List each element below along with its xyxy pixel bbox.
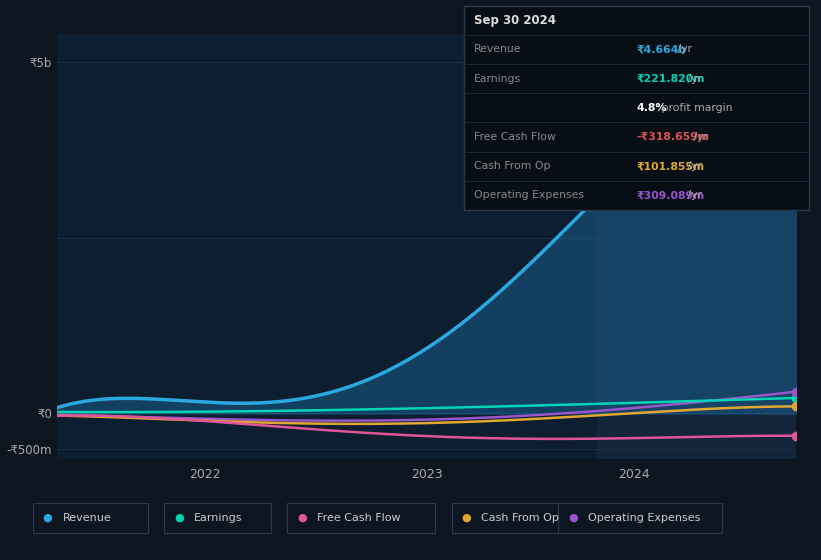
Text: Operating Expenses: Operating Expenses [474,190,584,200]
Text: ₹101.855m: ₹101.855m [636,161,704,171]
Text: /yr: /yr [684,73,702,83]
Text: Sep 30 2024: Sep 30 2024 [474,13,556,27]
Text: ₹4.664b: ₹4.664b [636,44,686,54]
Text: ●: ● [461,513,471,523]
Text: Cash From Op: Cash From Op [474,161,550,171]
Text: Revenue: Revenue [474,44,521,54]
Text: ₹221.820m: ₹221.820m [636,73,704,83]
Text: /yr: /yr [673,44,691,54]
Text: ₹309.089m: ₹309.089m [636,190,704,200]
Text: Operating Expenses: Operating Expenses [588,513,700,523]
Bar [597,34,796,459]
Text: Free Cash Flow: Free Cash Flow [317,513,401,523]
Text: Cash From Op: Cash From Op [481,513,559,523]
Text: /yr: /yr [684,190,702,200]
Text: Revenue: Revenue [62,513,111,523]
Text: ●: ● [174,513,184,523]
Text: 4.8%: 4.8% [636,103,667,113]
Text: /yr: /yr [690,132,708,142]
Text: /yr: /yr [684,161,702,171]
Text: ●: ● [43,513,53,523]
Text: ●: ● [568,513,578,523]
Text: profit margin: profit margin [658,103,732,113]
Text: Earnings: Earnings [474,73,521,83]
Text: Earnings: Earnings [194,513,242,523]
Text: -₹318.659m: -₹318.659m [636,132,709,142]
Text: Free Cash Flow: Free Cash Flow [474,132,556,142]
Text: ●: ● [297,513,307,523]
